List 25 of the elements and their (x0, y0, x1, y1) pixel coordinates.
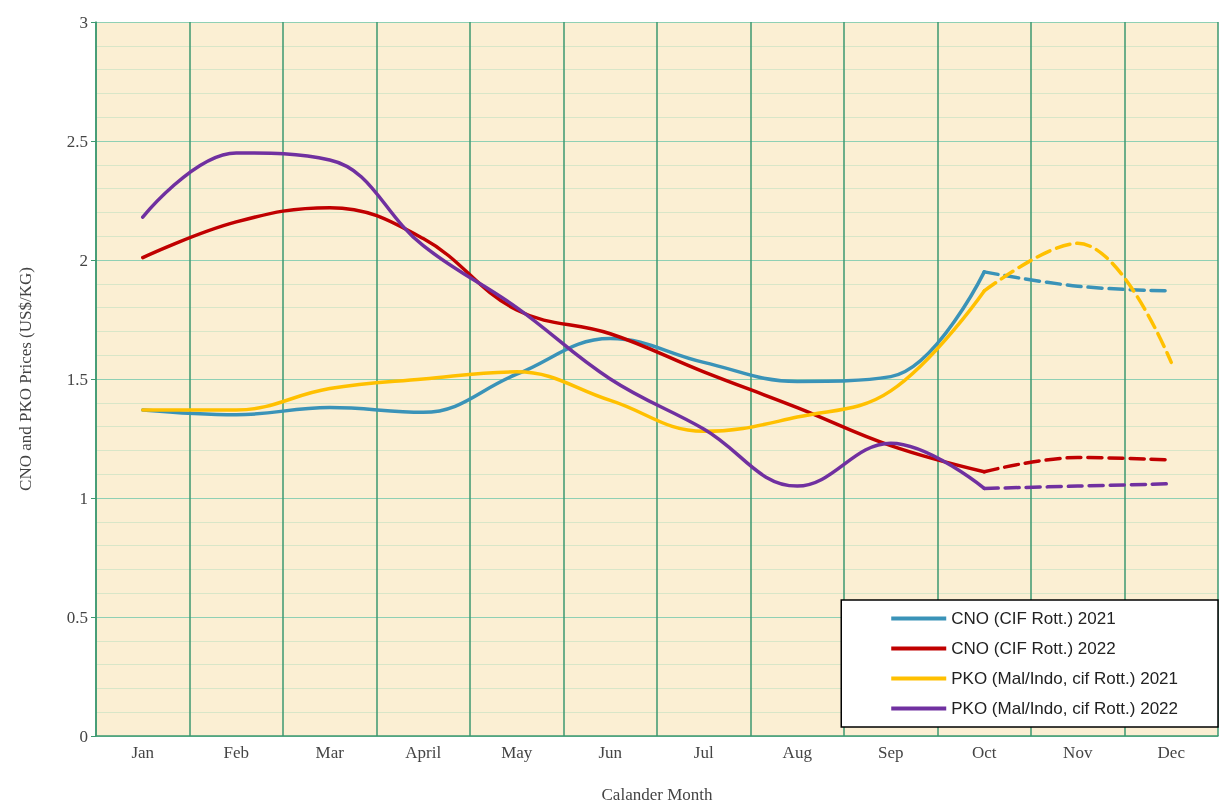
legend-label: PKO (Mal/Indo, cif Rott.) 2022 (951, 699, 1178, 718)
x-tick-label: May (501, 743, 533, 762)
x-tick-label: Jan (131, 743, 155, 762)
y-tick-label: 2 (79, 250, 88, 270)
x-axis-title: Calander Month (601, 785, 713, 804)
y-tick-label: 0.5 (66, 607, 88, 627)
x-tick-label: Nov (1063, 743, 1093, 762)
x-tick-label: Mar (315, 743, 345, 762)
y-axis-title: CNO and PKO Prices (US$/KG) (16, 267, 35, 491)
x-tick-label: Feb (223, 743, 249, 762)
y-tick-label: 0 (79, 726, 88, 746)
legend-label: CNO (CIF Rott.) 2022 (951, 639, 1116, 658)
legend-label: PKO (Mal/Indo, cif Rott.) 2021 (951, 669, 1178, 688)
x-tick-label: Sep (878, 743, 904, 762)
x-tick-label: April (405, 743, 442, 762)
y-tick-label: 1 (79, 488, 88, 508)
y-tick-label: 1.5 (66, 369, 88, 389)
x-tick-label: Dec (1157, 743, 1186, 762)
y-tick-label: 2.5 (66, 131, 88, 151)
x-tick-label: Oct (971, 743, 997, 762)
x-tick-label: Jul (693, 743, 714, 762)
x-tick-label: Jun (598, 743, 623, 762)
x-tick-label: Aug (782, 743, 813, 762)
legend-label: CNO (CIF Rott.) 2021 (951, 609, 1116, 628)
y-tick-label: 3 (79, 12, 88, 32)
